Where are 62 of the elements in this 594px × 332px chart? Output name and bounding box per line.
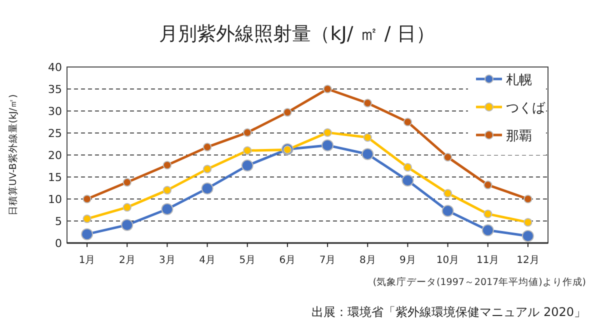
point — [162, 160, 172, 170]
point — [363, 133, 372, 142]
y-tick-label: 0 — [55, 237, 62, 250]
x-tick-label: 7月 — [319, 255, 336, 266]
point — [484, 180, 492, 190]
point — [81, 228, 94, 240]
point — [82, 214, 92, 224]
y-tick-label: 30 — [48, 105, 62, 118]
point — [403, 118, 412, 126]
x-tick-label: 3月 — [159, 255, 176, 266]
x-tick-label: 11月 — [476, 255, 500, 266]
legend-label: 那覇 — [506, 129, 532, 144]
point — [322, 139, 334, 152]
point — [161, 203, 174, 216]
point — [122, 178, 132, 187]
point — [82, 194, 92, 204]
point — [162, 186, 172, 194]
x-tick-label: 8月 — [359, 255, 376, 266]
x-tick-label: 12月 — [516, 255, 540, 266]
point — [121, 218, 134, 231]
point — [323, 128, 332, 137]
point — [122, 203, 132, 212]
point — [482, 224, 494, 236]
y-tick-label: 40 — [48, 61, 62, 74]
text: (気象庁データ(1997～2017年平均値)より作成) — [372, 276, 586, 288]
y-tick-label: 15 — [48, 171, 62, 184]
x-tick-label: 4月 — [199, 255, 216, 266]
y-tick-label: 35 — [48, 83, 62, 96]
point — [243, 146, 252, 155]
y-tick-label: 10 — [48, 193, 62, 206]
x-tick-label: 1月 — [78, 255, 96, 266]
y-axis-title: 日積算UV-B紫外線量(kJ/㎡) — [7, 94, 19, 216]
point — [202, 164, 212, 174]
point — [443, 188, 452, 198]
point — [362, 148, 374, 160]
x-tick-label: 9月 — [400, 255, 416, 266]
y-tick-label: 25 — [48, 127, 62, 140]
chart-title: 月別紫外線照射量（kJ/ ㎡ / 日） — [159, 23, 435, 45]
point — [524, 194, 532, 204]
point — [243, 128, 252, 137]
point — [524, 218, 532, 227]
x-tick-label: 5月 — [239, 255, 256, 266]
text: 出展：環境省「紫外線環境保健マニュアル 2020」 — [312, 305, 586, 319]
point — [241, 160, 254, 172]
y-tick-label: 20 — [48, 149, 62, 162]
x-tick-label: 6月 — [279, 255, 296, 266]
x-tick-label: 2月 — [118, 255, 136, 266]
legend-label: つくば — [506, 101, 546, 116]
point — [484, 210, 492, 218]
point — [283, 108, 292, 117]
point — [202, 142, 212, 152]
point — [442, 204, 454, 217]
x-tick-label: 10月 — [436, 255, 460, 266]
y-tick-label: 5 — [55, 215, 62, 228]
legend-label: 札幌 — [506, 73, 532, 88]
point — [201, 182, 214, 194]
point — [402, 174, 414, 187]
point — [323, 84, 332, 94]
point — [443, 152, 452, 162]
point — [522, 230, 534, 242]
point — [403, 163, 412, 172]
point — [363, 98, 372, 108]
